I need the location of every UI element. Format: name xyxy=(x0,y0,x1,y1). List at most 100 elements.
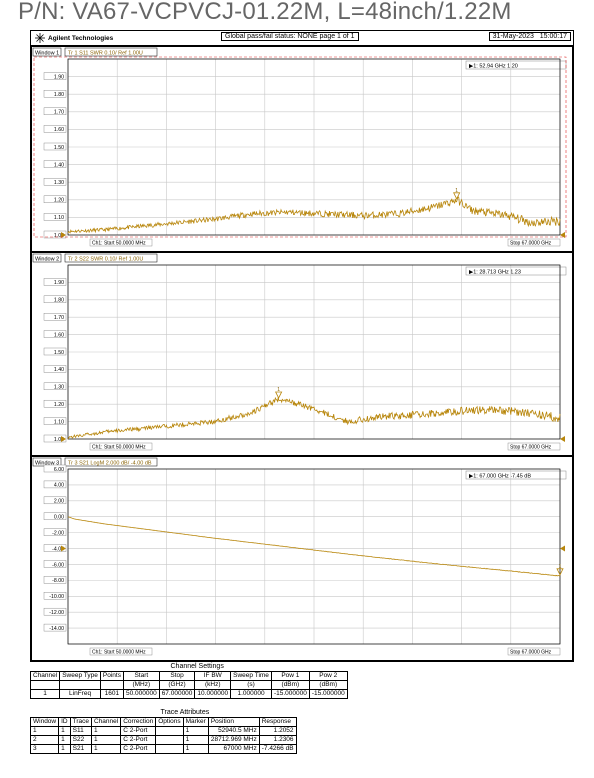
sweep-start-label: Ch1: Start 50.0000 MHz xyxy=(92,445,146,451)
table-cell: 1 xyxy=(182,744,209,754)
window-label: Window 2 xyxy=(35,257,59,263)
y-tick-box xyxy=(43,417,67,425)
table-cell: 1 xyxy=(58,726,71,736)
window-3-panel[interactable]: Window 3 Tr 3 S21 LogM 2.000 dB/ -4.00 dB… xyxy=(31,456,573,661)
column-header: Channel xyxy=(29,671,61,681)
column-header: Position xyxy=(207,717,260,727)
start-label-box xyxy=(89,238,153,247)
unit-cell: (dBm) xyxy=(270,680,310,690)
plot-area xyxy=(67,468,561,645)
table-cell: S21 xyxy=(69,744,93,754)
table-cell: 50.000000 xyxy=(122,689,160,699)
table-cell: 1 xyxy=(182,735,209,745)
y-tick-label: 2.00 xyxy=(54,499,64,505)
sweep-stop-label: Stop 67.0000 GHz xyxy=(510,650,552,656)
column-header: Response xyxy=(258,717,297,727)
window-label-box xyxy=(32,253,62,263)
marker-number: 1 xyxy=(559,564,562,570)
table-row: 2 1 S22 1 C 2-Port 1 28712.969 MHz 1.2306 xyxy=(29,735,297,745)
datetime: 31-May-2023 15:00:17 xyxy=(488,32,571,41)
window-1-panel[interactable]: Window 1 Tr 1 S11 SWR 0.10/ Ref 1.00U ▶1: … xyxy=(31,46,573,252)
column-header: Correction xyxy=(120,717,157,727)
y-tick-box xyxy=(43,623,67,632)
column-header: Sweep Time xyxy=(230,671,272,681)
table-cell xyxy=(155,735,184,745)
y-tick-label: 1.90 xyxy=(54,280,64,286)
y-tick-box xyxy=(43,576,67,584)
trace-label-box xyxy=(64,253,158,263)
table-cell: 1601 xyxy=(99,689,124,699)
y-tick-label: -6.00 xyxy=(52,562,64,568)
y-tick-box xyxy=(43,528,67,536)
column-header: Trace xyxy=(69,717,93,727)
y-tick-label: 1.60 xyxy=(54,332,64,338)
y-tick-label: -14.00 xyxy=(49,626,64,632)
sweep-start-label: Ch1: Start 50.0000 MHz xyxy=(92,650,146,656)
unit-cell: (dBm) xyxy=(308,680,348,690)
unit-cell: (GHz) xyxy=(158,680,196,690)
sweep-stop-label: Stop 67.0000 GHz xyxy=(510,445,552,451)
y-tick-label: 1.60 xyxy=(54,127,64,133)
y-tick-label: 1.50 xyxy=(54,350,64,356)
plot-area xyxy=(67,58,561,236)
start-label-box xyxy=(89,442,153,451)
table-row: 3 1 S21 1 C 2-Port 1 67000 MHz -7.4266 dB xyxy=(29,744,297,754)
column-header: Pow 1 xyxy=(270,671,310,681)
stop-label-box xyxy=(507,442,561,451)
part-number-title: P/N: VA67-VCPVCJ-01.22M, L=48inch/1.22M xyxy=(18,0,512,25)
y-tick-box xyxy=(43,230,67,239)
reference-arrow-icon xyxy=(560,545,565,552)
y-tick-box xyxy=(43,90,67,98)
table-cell: 1 xyxy=(90,744,122,754)
y-tick-label: 1.40 xyxy=(54,367,64,373)
trace-label: Tr 2 S22 SWR 0.10/ Ref 1.00U xyxy=(68,257,143,263)
table-cell: 1 xyxy=(182,726,209,736)
sweep-start-label: Ch1: Start 50.0000 MHz xyxy=(92,241,146,247)
unit-cell xyxy=(59,680,101,690)
column-header: Marker xyxy=(182,717,209,727)
table-cell: -15.000000 xyxy=(270,689,310,699)
y-tick-box xyxy=(43,512,67,520)
y-tick-label: -2.00 xyxy=(52,530,64,536)
y-tick-box xyxy=(43,480,67,489)
table-cell: 1 xyxy=(29,726,60,736)
y-tick-box xyxy=(43,177,67,186)
chart-svg[interactable]: Window 1 Tr 1 S11 SWR 0.10/ Ref 1.00U ▶1: … xyxy=(32,47,572,251)
window-label: Window 1 xyxy=(35,51,59,57)
window-2-panel[interactable]: Window 2 Tr 2 S22 SWR 0.10/ Ref 1.00U ▶1: … xyxy=(31,252,573,456)
vna-screen: Agilent Technologies Global pass/fail st… xyxy=(30,30,574,662)
y-tick-label: 1.80 xyxy=(54,92,64,98)
agilent-spark-icon xyxy=(35,33,45,43)
y-tick-label: 4.00 xyxy=(54,483,64,489)
plot-area xyxy=(67,264,561,440)
table-row: 1 1 S11 1 C 2-Port 1 52940.5 MHz 1.2052 xyxy=(29,726,297,736)
table-cell: -7.4266 dB xyxy=(258,744,297,754)
y-tick-label: 1.10 xyxy=(54,419,64,425)
y-tick-label: -8.00 xyxy=(52,578,64,584)
y-tick-box xyxy=(43,607,67,616)
marker-readout-box xyxy=(465,470,567,480)
marker-number: 1 xyxy=(277,387,280,393)
marker-icon xyxy=(453,192,461,200)
date: 31-May-2023 xyxy=(492,33,534,40)
y-tick-box xyxy=(43,72,67,80)
marker-readout-box xyxy=(465,266,567,276)
y-tick-box xyxy=(43,142,67,151)
table-cell xyxy=(155,744,184,754)
chart-svg[interactable]: Window 2 Tr 2 S22 SWR 0.10/ Ref 1.00U ▶1: … xyxy=(32,253,572,455)
table-cell: 1 xyxy=(58,744,71,754)
table-cell: 1 xyxy=(90,735,122,745)
y-tick-box xyxy=(43,313,67,321)
y-tick-box xyxy=(43,464,67,473)
column-header: Pow 2 xyxy=(308,671,348,681)
chart-svg[interactable]: Window 3 Tr 3 S21 LogM 2.000 dB/ -4.00 dB… xyxy=(32,457,572,660)
stop-label-box xyxy=(507,647,561,656)
table-cell: 10.000000 xyxy=(194,689,232,699)
table-cell: S22 xyxy=(69,735,93,745)
stop-label-box xyxy=(507,238,561,247)
trace-label: Tr 3 S21 LogM 2.000 dB/ -4.00 dB xyxy=(68,461,152,467)
y-tick-label: 1.10 xyxy=(54,215,64,221)
table-cell: 1.2052 xyxy=(258,726,297,736)
column-header: Options xyxy=(155,717,184,727)
y-tick-box xyxy=(43,347,67,356)
